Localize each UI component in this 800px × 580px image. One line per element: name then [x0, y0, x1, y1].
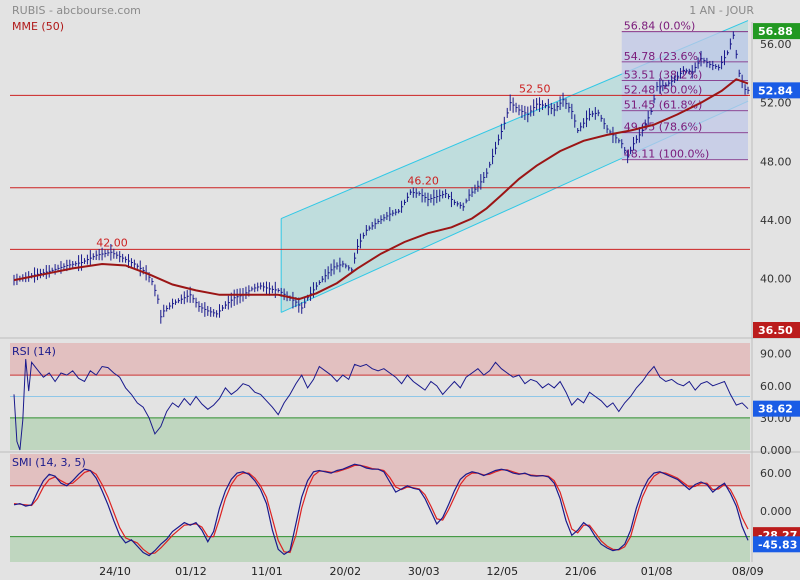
x-tick-label: 21/06 — [565, 565, 597, 578]
x-tick-label: 01/12 — [175, 565, 207, 578]
x-tick-label: 01/08 — [641, 565, 673, 578]
smi-series — [13, 463, 749, 557]
fib-level-label: 53.51 (38.2%) — [624, 69, 703, 82]
price-y-tick: 40.00 — [760, 273, 792, 286]
fibonacci-retracement: 56.84 (0.0%)54.78 (23.6%)53.51 (38.2%)52… — [621, 20, 748, 161]
fib-level-label: 48.11 (100.0%) — [624, 148, 710, 161]
fib-level-label: 56.84 (0.0%) — [624, 20, 696, 33]
x-tick-label: 30/03 — [408, 565, 440, 578]
smi-last-tag-bg — [753, 536, 800, 553]
price-high-tag-bg — [753, 23, 800, 40]
rsi-y-tick: 0.000 — [760, 444, 792, 457]
smi-lower-zone — [10, 536, 750, 562]
rsi-line — [13, 359, 749, 451]
price-y-tick: 52.00 — [760, 97, 792, 110]
smi-line — [13, 463, 749, 557]
smi-title: SMI (14, 3, 5) — [12, 456, 86, 469]
price-low-tag-bg — [753, 322, 800, 338]
chart-period: 1 AN - JOUR — [689, 4, 754, 17]
fib-level-label: 54.78 (23.6%) — [624, 50, 703, 63]
rsi-y-tick: 60.00 — [760, 380, 792, 393]
hline-label: 46.20 — [407, 175, 439, 188]
price-y-tick: 48.00 — [760, 155, 792, 168]
x-tick-label: 24/10 — [99, 565, 131, 578]
hline-label: 42.00 — [96, 236, 128, 249]
price-high-tag: 56.88 — [758, 25, 793, 38]
ma-line — [13, 78, 749, 301]
price-last-tag: 52.84 — [758, 84, 793, 97]
moving-average-series — [13, 78, 749, 301]
x-tick-label: 08/09 — [732, 565, 764, 578]
horizontal-levels: 42.00 46.20 52.50 — [10, 82, 750, 250]
rsi-series — [13, 359, 749, 451]
fib-level-label: 51.45 (61.8%) — [624, 99, 703, 112]
fib-level-label: 49.95 (78.6%) — [624, 121, 703, 134]
rsi-last-tag: 38.62 — [758, 403, 793, 416]
rsi-last-tag-bg — [753, 400, 800, 417]
rsi-y-tick: 90.00 — [760, 348, 792, 361]
chart-title: RUBIS - abcbourse.com — [12, 4, 141, 17]
rsi-title: RSI (14) — [12, 345, 56, 358]
price-last-tag-bg — [753, 82, 800, 99]
smi-y-tick: 60.00 — [760, 467, 792, 480]
price-y-tick: 56.00 — [760, 38, 792, 51]
price-y-tick: 44.00 — [760, 214, 792, 227]
x-tick-label: 12/05 — [486, 565, 518, 578]
smi-last-tag: -45.83 — [758, 538, 797, 551]
price-low-tag: 36.50 — [758, 324, 793, 337]
hline-label: 52.50 — [519, 82, 551, 95]
price-series — [13, 31, 750, 324]
ma-legend: MME (50) — [12, 20, 64, 33]
axis-labels: 56.0052.0048.0044.0040.0090.0060.0030.00… — [99, 38, 791, 578]
smi-y-tick: 0.000 — [760, 505, 792, 518]
x-tick-label: 20/02 — [329, 565, 361, 578]
rsi-oversold-zone — [10, 417, 750, 450]
x-tick-label: 11/01 — [251, 565, 283, 578]
